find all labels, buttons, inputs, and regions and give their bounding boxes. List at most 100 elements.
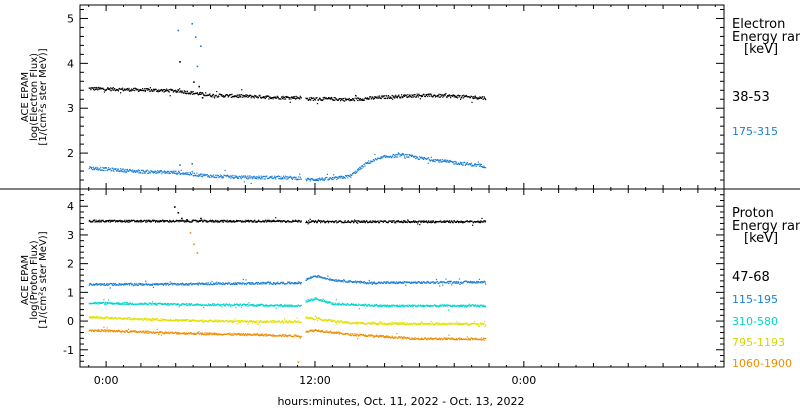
data-point xyxy=(280,176,282,178)
data-point xyxy=(385,305,387,308)
data-point xyxy=(230,283,232,285)
data-point xyxy=(213,96,215,98)
data-point xyxy=(361,99,363,101)
data-point xyxy=(432,95,434,97)
data-point xyxy=(398,153,401,155)
data-point xyxy=(214,176,216,179)
data-point xyxy=(450,280,452,282)
data-point xyxy=(99,88,101,90)
data-point xyxy=(285,178,287,180)
data-point xyxy=(183,90,185,92)
data-point xyxy=(152,219,154,221)
data-point xyxy=(263,221,265,223)
data-point xyxy=(329,97,331,99)
data-point xyxy=(156,304,158,306)
data-point xyxy=(154,318,156,320)
data-point xyxy=(439,96,441,98)
data-point xyxy=(168,90,170,92)
data-point xyxy=(382,95,384,97)
data-point xyxy=(421,282,423,284)
data-point xyxy=(400,97,402,99)
data-point xyxy=(431,159,433,161)
data-point xyxy=(443,93,445,95)
data-point xyxy=(480,323,482,325)
data-point xyxy=(210,220,212,223)
data-point xyxy=(191,173,193,175)
data-point xyxy=(246,320,249,322)
data-point xyxy=(391,324,393,326)
spike-point xyxy=(196,65,199,68)
data-point xyxy=(463,96,465,98)
data-point xyxy=(111,317,113,319)
data-point xyxy=(213,282,215,284)
data-point xyxy=(274,220,276,222)
data-point xyxy=(415,324,417,326)
data-point xyxy=(474,97,476,99)
data-point xyxy=(356,98,358,100)
data-point xyxy=(420,96,422,98)
data-point xyxy=(115,330,117,332)
data-point xyxy=(312,220,314,222)
data-point xyxy=(227,174,229,176)
data-point xyxy=(360,167,362,169)
data-point xyxy=(160,171,162,173)
data-point xyxy=(89,303,91,305)
data-point xyxy=(481,217,483,219)
data-point xyxy=(425,94,427,96)
data-point xyxy=(422,158,425,160)
data-point xyxy=(385,97,387,99)
data-point xyxy=(396,304,398,306)
data-point xyxy=(201,319,203,321)
data-point xyxy=(456,321,458,323)
data-point xyxy=(282,321,284,323)
data-point xyxy=(202,92,204,94)
data-point xyxy=(406,304,408,306)
data-point xyxy=(105,284,107,286)
data-point xyxy=(363,163,366,165)
data-point xyxy=(197,303,199,305)
data-point xyxy=(392,96,394,98)
data-point xyxy=(439,160,441,162)
data-point xyxy=(206,284,208,286)
data-point xyxy=(164,302,167,305)
data-point xyxy=(177,283,179,285)
data-point xyxy=(391,305,393,307)
data-point xyxy=(132,283,134,285)
data-point xyxy=(274,320,276,322)
data-point xyxy=(260,178,262,180)
data-point xyxy=(386,305,388,307)
data-point xyxy=(331,279,333,281)
data-point xyxy=(147,330,149,332)
data-point xyxy=(209,304,211,307)
data-point xyxy=(250,95,252,97)
data-point xyxy=(372,281,374,283)
data-point xyxy=(397,282,399,284)
data-point xyxy=(403,282,405,284)
data-point xyxy=(148,220,150,223)
data-point xyxy=(249,283,251,285)
data-point xyxy=(230,320,232,322)
data-point xyxy=(187,318,189,321)
data-point xyxy=(320,318,322,320)
data-point xyxy=(285,95,287,98)
spike-point xyxy=(186,219,188,221)
data-point xyxy=(355,321,357,323)
data-point xyxy=(131,170,133,172)
data-point xyxy=(211,96,213,98)
data-point xyxy=(370,323,372,325)
data-point xyxy=(408,95,410,97)
data-point xyxy=(280,305,282,307)
data-point xyxy=(337,221,339,223)
data-point xyxy=(438,324,440,326)
data-point xyxy=(407,154,409,156)
data-point xyxy=(477,305,479,307)
data-point xyxy=(472,304,474,306)
data-point xyxy=(134,169,136,172)
data-point xyxy=(110,220,112,222)
data-point xyxy=(176,318,178,321)
data-point xyxy=(256,282,258,284)
data-point xyxy=(347,321,349,323)
data-point xyxy=(401,282,403,284)
data-point xyxy=(461,323,463,325)
data-point xyxy=(136,284,138,286)
